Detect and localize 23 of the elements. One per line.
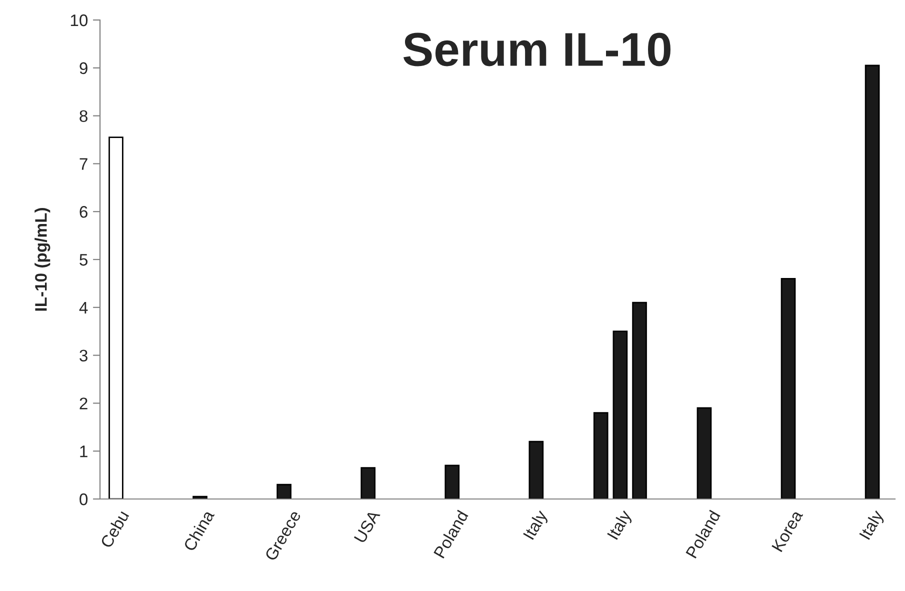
y-tick-label: 3 [80,350,88,362]
bar [444,464,460,499]
y-tick-label: 5 [80,254,88,266]
bar [780,278,796,499]
y-tick-label: 0 [80,493,88,506]
y-tick-label: 4 [79,302,88,314]
bar [528,440,544,499]
bar [864,64,880,499]
y-tick-label: 8 [80,110,88,122]
y-axis-title: IL-10 (pg/mL) [34,208,50,311]
y-tick-label: 9 [80,62,88,74]
bar [360,467,376,499]
chart-title: Serum IL-10 [403,32,670,66]
y-tick-label: 1 [80,446,88,458]
bar [632,302,647,499]
bar [696,407,712,499]
y-tick-label: 7 [80,158,88,170]
bar [612,330,628,499]
y-tick-label: 2 [80,398,88,410]
bar [108,136,124,499]
y-tick-label: 6 [80,206,88,218]
bar [276,484,292,499]
y-tick-label: 10 [70,14,88,26]
